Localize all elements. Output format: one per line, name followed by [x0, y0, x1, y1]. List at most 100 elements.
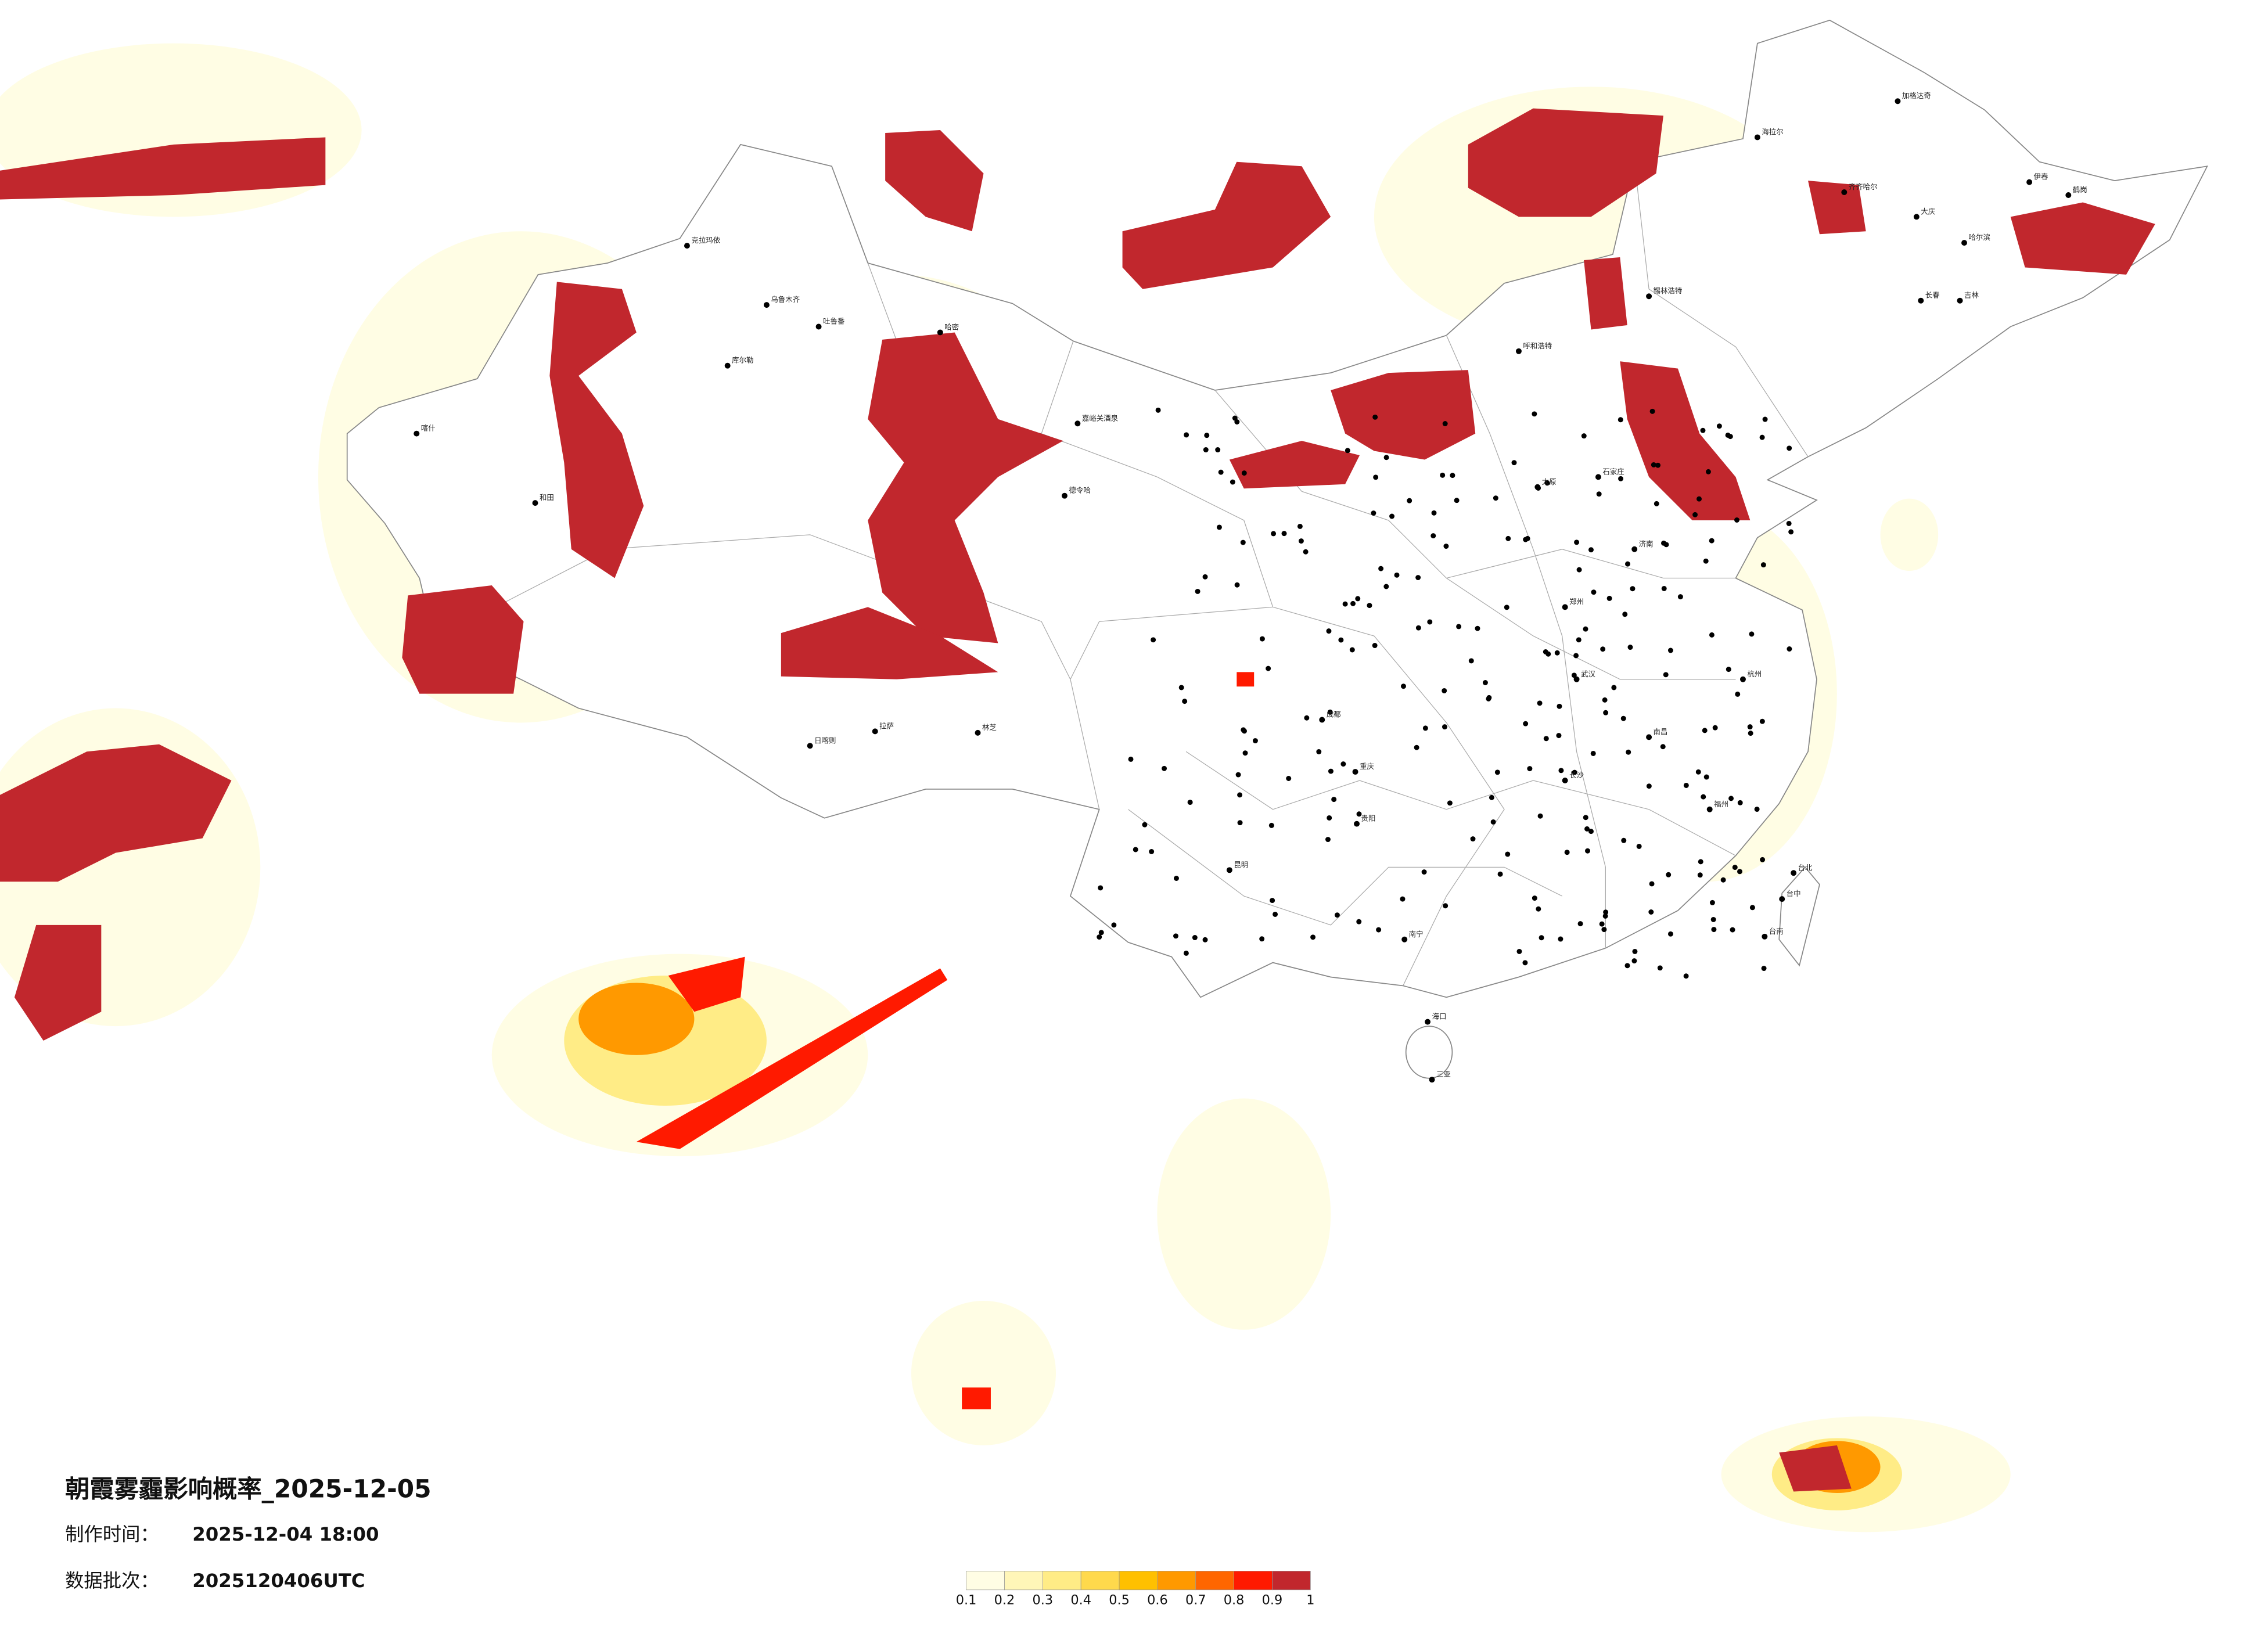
city-dot	[1371, 510, 1376, 516]
city-label: 海口	[1432, 1012, 1447, 1021]
city-label: 长春	[1925, 291, 1940, 300]
city-dot	[1527, 766, 1533, 772]
city-dot	[1692, 512, 1698, 517]
city-dot	[1726, 667, 1731, 672]
city-label: 哈尔滨	[1968, 233, 1990, 242]
city-dot	[1356, 919, 1362, 924]
city-dot	[1576, 567, 1582, 573]
city-dot	[1754, 134, 1760, 141]
city-dot	[1505, 535, 1511, 541]
legend-swatch	[1195, 1571, 1234, 1591]
city-label: 库尔勒	[732, 356, 753, 365]
city-dot	[1454, 498, 1460, 503]
city-dot	[1702, 728, 1708, 733]
city-dot	[1515, 348, 1522, 354]
city-dot	[1183, 950, 1189, 956]
city-dot	[1583, 626, 1588, 632]
city-dot	[1539, 935, 1544, 941]
city-dot	[1646, 734, 1652, 740]
city-dot	[1557, 703, 1562, 709]
city-dot	[1661, 540, 1666, 546]
city-dot	[1281, 531, 1287, 537]
city-dot	[1497, 871, 1503, 877]
city-dot	[1443, 903, 1448, 909]
city-dot	[1450, 473, 1455, 479]
city-dot	[1061, 492, 1067, 499]
city-dot	[1543, 649, 1548, 654]
city-dot	[1747, 724, 1753, 730]
city-dot	[1442, 688, 1447, 693]
city-dot	[1425, 1019, 1431, 1025]
city-dot	[1442, 724, 1447, 730]
city-dot	[1618, 476, 1624, 481]
city-dot	[1677, 594, 1683, 600]
city-dot	[1252, 738, 1258, 744]
city-dot	[1367, 603, 1372, 609]
city-label: 南昌	[1654, 727, 1668, 736]
city-dot	[1611, 685, 1617, 690]
city-dot	[1700, 427, 1706, 433]
legend-tick-label: 0.3	[1033, 1593, 1054, 1608]
city-dot	[1204, 433, 1210, 438]
city-dot	[1389, 513, 1395, 519]
city-dot	[1414, 744, 1419, 750]
city-dot	[1259, 936, 1265, 942]
city-dot	[1683, 973, 1689, 979]
hainan-outline	[1405, 1026, 1453, 1079]
legend-swatch	[1004, 1571, 1043, 1591]
city-dot	[1354, 821, 1360, 827]
city-dot	[1537, 700, 1543, 706]
city-dot	[1400, 896, 1406, 902]
city-dot	[1470, 836, 1476, 842]
city-dot	[1646, 293, 1652, 300]
city-dot	[1202, 937, 1208, 942]
city-dot	[1787, 646, 1792, 652]
city-dot	[1345, 448, 1350, 454]
legend-tick-label: 0.6	[1147, 1593, 1168, 1608]
city-dot	[724, 362, 731, 369]
city-dot	[1173, 933, 1178, 939]
city-dot	[975, 729, 981, 736]
city-dot	[1602, 913, 1608, 919]
city-dot	[1595, 474, 1601, 480]
city-dot	[1456, 624, 1462, 629]
city-dot	[1235, 772, 1241, 778]
city-dot	[1600, 646, 1606, 652]
city-dot	[1268, 822, 1274, 828]
city-label: 长沙	[1569, 771, 1584, 779]
city-dot	[1622, 611, 1628, 617]
city-dot	[2065, 192, 2072, 198]
city-dot	[1215, 447, 1221, 453]
city-dot	[1571, 672, 1577, 678]
city-dot	[807, 743, 813, 749]
city-dot	[1646, 783, 1652, 789]
city-dot	[1378, 566, 1384, 571]
city-dot	[1173, 876, 1179, 881]
city-dot	[1162, 765, 1167, 771]
city-dot	[1543, 736, 1549, 742]
city-dot	[1422, 725, 1428, 731]
city-dot	[414, 430, 420, 437]
city-dot	[1761, 966, 1767, 972]
city-dot	[1581, 433, 1587, 439]
city-label: 哈密	[944, 322, 959, 331]
city-dot	[1957, 297, 1963, 304]
city-dot	[1601, 927, 1607, 933]
city-dot	[1710, 916, 1716, 922]
city-dot	[1624, 963, 1630, 969]
city-dot	[1178, 685, 1184, 690]
city-dot	[1584, 826, 1590, 832]
city-dot	[1703, 558, 1709, 564]
city-dot	[1340, 761, 1346, 767]
city-dot	[1618, 417, 1623, 423]
city-dot	[1493, 495, 1498, 501]
city-dot	[1326, 628, 1332, 634]
city-dot	[1149, 848, 1155, 854]
city-dot	[1304, 715, 1310, 721]
city-label: 德令哈	[1069, 486, 1090, 495]
city-dot	[1701, 794, 1706, 800]
city-dot	[1706, 806, 1713, 812]
city-dot	[1732, 865, 1738, 870]
